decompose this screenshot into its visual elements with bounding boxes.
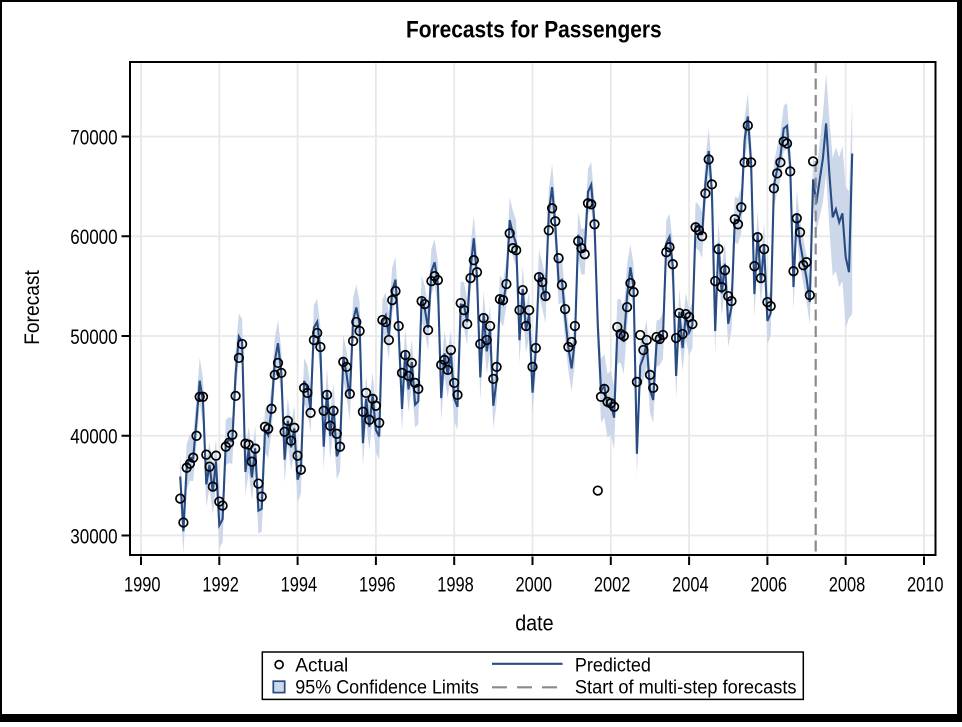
svg-text:2006: 2006 (750, 573, 787, 596)
svg-text:1998: 1998 (437, 573, 474, 596)
svg-text:Forecast: Forecast (21, 270, 44, 345)
svg-text:60000: 60000 (70, 226, 117, 249)
svg-text:Actual: Actual (295, 655, 348, 676)
svg-text:1996: 1996 (359, 573, 396, 596)
svg-text:1990: 1990 (124, 573, 161, 596)
svg-text:95% Confidence Limits: 95% Confidence Limits (295, 678, 479, 699)
svg-text:70000: 70000 (70, 126, 117, 149)
svg-text:date: date (515, 611, 553, 636)
svg-text:2000: 2000 (516, 573, 553, 596)
svg-text:2004: 2004 (672, 573, 709, 596)
svg-text:Forecasts for Passengers: Forecasts for Passengers (406, 16, 662, 43)
svg-text:Predicted: Predicted (575, 655, 651, 676)
svg-text:1994: 1994 (281, 573, 318, 596)
svg-text:2010: 2010 (907, 573, 944, 596)
svg-text:1992: 1992 (202, 573, 239, 596)
svg-text:2002: 2002 (594, 573, 631, 596)
svg-text:50000: 50000 (70, 326, 117, 349)
svg-text:Start of multi-step forecasts: Start of multi-step forecasts (575, 678, 797, 699)
svg-text:30000: 30000 (70, 525, 117, 548)
svg-text:2008: 2008 (829, 573, 866, 596)
svg-text:40000: 40000 (70, 426, 117, 449)
